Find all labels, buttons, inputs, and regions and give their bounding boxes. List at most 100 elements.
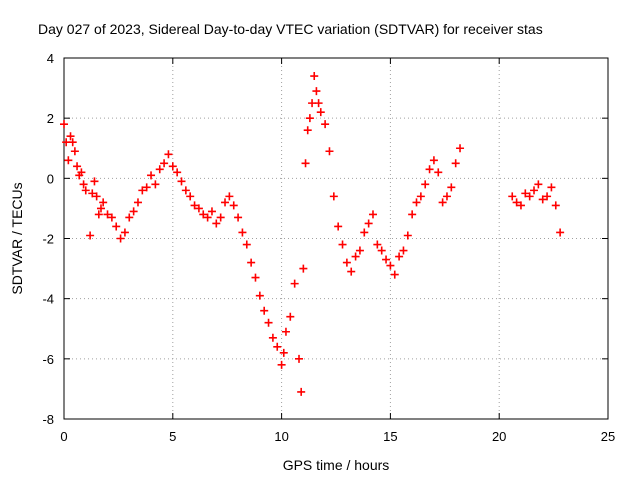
data-point — [429, 156, 438, 165]
data-point — [138, 186, 147, 195]
data-point — [279, 348, 288, 357]
x-tick-label: 20 — [492, 429, 506, 444]
x-tick-label: 25 — [601, 429, 615, 444]
chart-title: Day 027 of 2023, Sidereal Day-to-day VTE… — [38, 21, 543, 37]
y-tick-label: -6 — [42, 352, 54, 367]
grid — [64, 58, 608, 419]
data-point — [399, 246, 408, 255]
data-point — [329, 192, 338, 201]
data-point — [173, 168, 182, 177]
y-tick-label: 2 — [47, 111, 54, 126]
data-point — [234, 213, 243, 222]
data-point — [412, 198, 421, 207]
data-point — [525, 192, 534, 201]
data-point — [203, 213, 212, 222]
data-point — [543, 192, 552, 201]
data-point — [212, 219, 221, 228]
data-point — [403, 231, 412, 240]
data-point — [70, 147, 79, 156]
data-point — [79, 180, 88, 189]
data-point — [368, 210, 377, 219]
data-point — [303, 126, 312, 135]
data-point — [373, 240, 382, 249]
data-point — [64, 156, 73, 165]
data-point — [321, 120, 330, 129]
data-point — [382, 255, 391, 264]
data-point — [194, 204, 203, 213]
data-point — [60, 120, 68, 129]
data-point — [556, 228, 565, 237]
data-point — [99, 198, 108, 207]
data-point — [395, 252, 404, 261]
data-point — [425, 165, 434, 174]
data-point — [164, 150, 173, 159]
data-point — [301, 159, 310, 168]
data-point — [312, 87, 321, 96]
data-point — [325, 147, 334, 156]
data-point — [538, 195, 547, 204]
data-point — [310, 72, 319, 81]
data-point — [386, 261, 395, 270]
data-point — [160, 159, 169, 168]
data-point — [225, 192, 234, 201]
data-point — [547, 183, 556, 192]
data-point — [421, 180, 430, 189]
data-point — [338, 240, 347, 249]
data-point — [92, 192, 101, 201]
data-point — [390, 270, 399, 279]
data-point — [81, 186, 90, 195]
data-point — [290, 279, 299, 288]
data-point — [438, 198, 447, 207]
data-point — [342, 258, 351, 267]
data-point — [96, 204, 105, 213]
data-point — [360, 228, 369, 237]
data-point — [116, 234, 125, 243]
data-point — [286, 312, 295, 321]
data-point — [530, 186, 539, 195]
data-point — [508, 192, 517, 201]
data-point — [516, 201, 525, 210]
data-point — [247, 258, 256, 267]
data-point — [66, 132, 75, 141]
y-axis-label: SDTVAR / TECUs — [9, 182, 25, 294]
data-point — [86, 231, 95, 240]
data-point — [364, 219, 373, 228]
data-point — [238, 228, 247, 237]
data-point — [73, 162, 82, 171]
data-point — [186, 192, 195, 201]
data-point — [255, 291, 264, 300]
data-point — [151, 180, 160, 189]
data-point — [221, 198, 230, 207]
data-point — [129, 207, 138, 216]
data-point — [347, 267, 356, 276]
data-point — [416, 192, 425, 201]
y-tick-label: 0 — [47, 171, 54, 186]
x-tick-label: 15 — [383, 429, 397, 444]
data-point — [112, 222, 121, 231]
data-point — [408, 210, 417, 219]
data-point — [107, 213, 116, 222]
data-point — [334, 222, 343, 231]
data-point — [133, 198, 142, 207]
data-point — [434, 168, 443, 177]
data-point — [94, 210, 103, 219]
data-point — [90, 177, 99, 186]
data-point — [377, 246, 386, 255]
data-point — [297, 387, 306, 396]
data-point — [264, 318, 273, 327]
data-point — [229, 201, 238, 210]
data-point — [316, 108, 325, 117]
x-tick-label: 5 — [169, 429, 176, 444]
data-point — [551, 201, 560, 210]
data-point — [147, 171, 156, 180]
data-series — [60, 72, 565, 396]
data-point — [305, 114, 314, 123]
data-point — [268, 333, 277, 342]
x-axis-label: GPS time / hours — [283, 457, 390, 473]
data-point — [521, 189, 530, 198]
data-point — [314, 99, 323, 108]
data-point — [260, 306, 269, 315]
x-tick-label: 10 — [274, 429, 288, 444]
x-tick-label: 0 — [60, 429, 67, 444]
